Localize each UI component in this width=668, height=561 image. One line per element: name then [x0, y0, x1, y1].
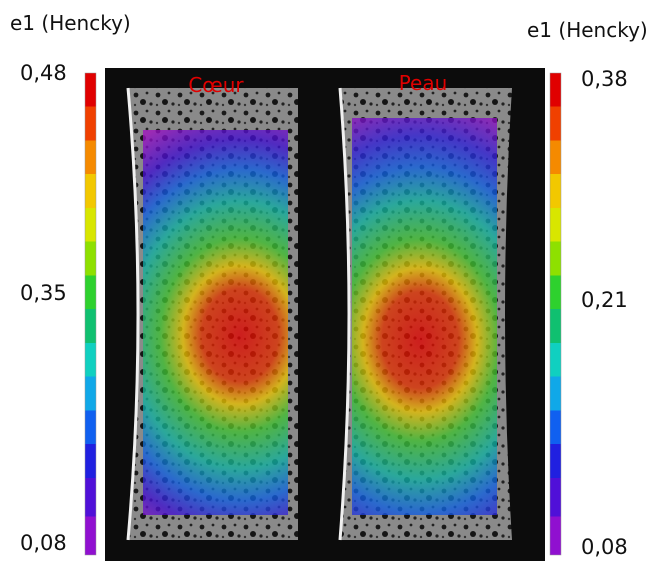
colorbar-label: 0,08 — [581, 535, 628, 559]
colorbar-title: e1 (Hencky) — [527, 18, 648, 42]
colorbar-label: 0,48 — [20, 61, 67, 85]
colorbar-label: 0,35 — [20, 281, 67, 305]
specimen-edge — [126, 87, 140, 541]
colorbar-label: 0,21 — [581, 288, 628, 312]
colorbar — [84, 72, 97, 556]
specimen-edge — [338, 87, 351, 541]
colorbar — [549, 72, 562, 556]
strain-map-right — [352, 118, 497, 515]
strain-map-left — [143, 130, 288, 515]
colorbar-label: 0,08 — [20, 531, 67, 555]
colorbar-title: e1 (Hencky) — [10, 11, 131, 35]
panel-label: Peau — [399, 71, 448, 95]
colorbar-label: 0,38 — [581, 67, 628, 91]
panel-label: Cœur — [188, 73, 244, 97]
